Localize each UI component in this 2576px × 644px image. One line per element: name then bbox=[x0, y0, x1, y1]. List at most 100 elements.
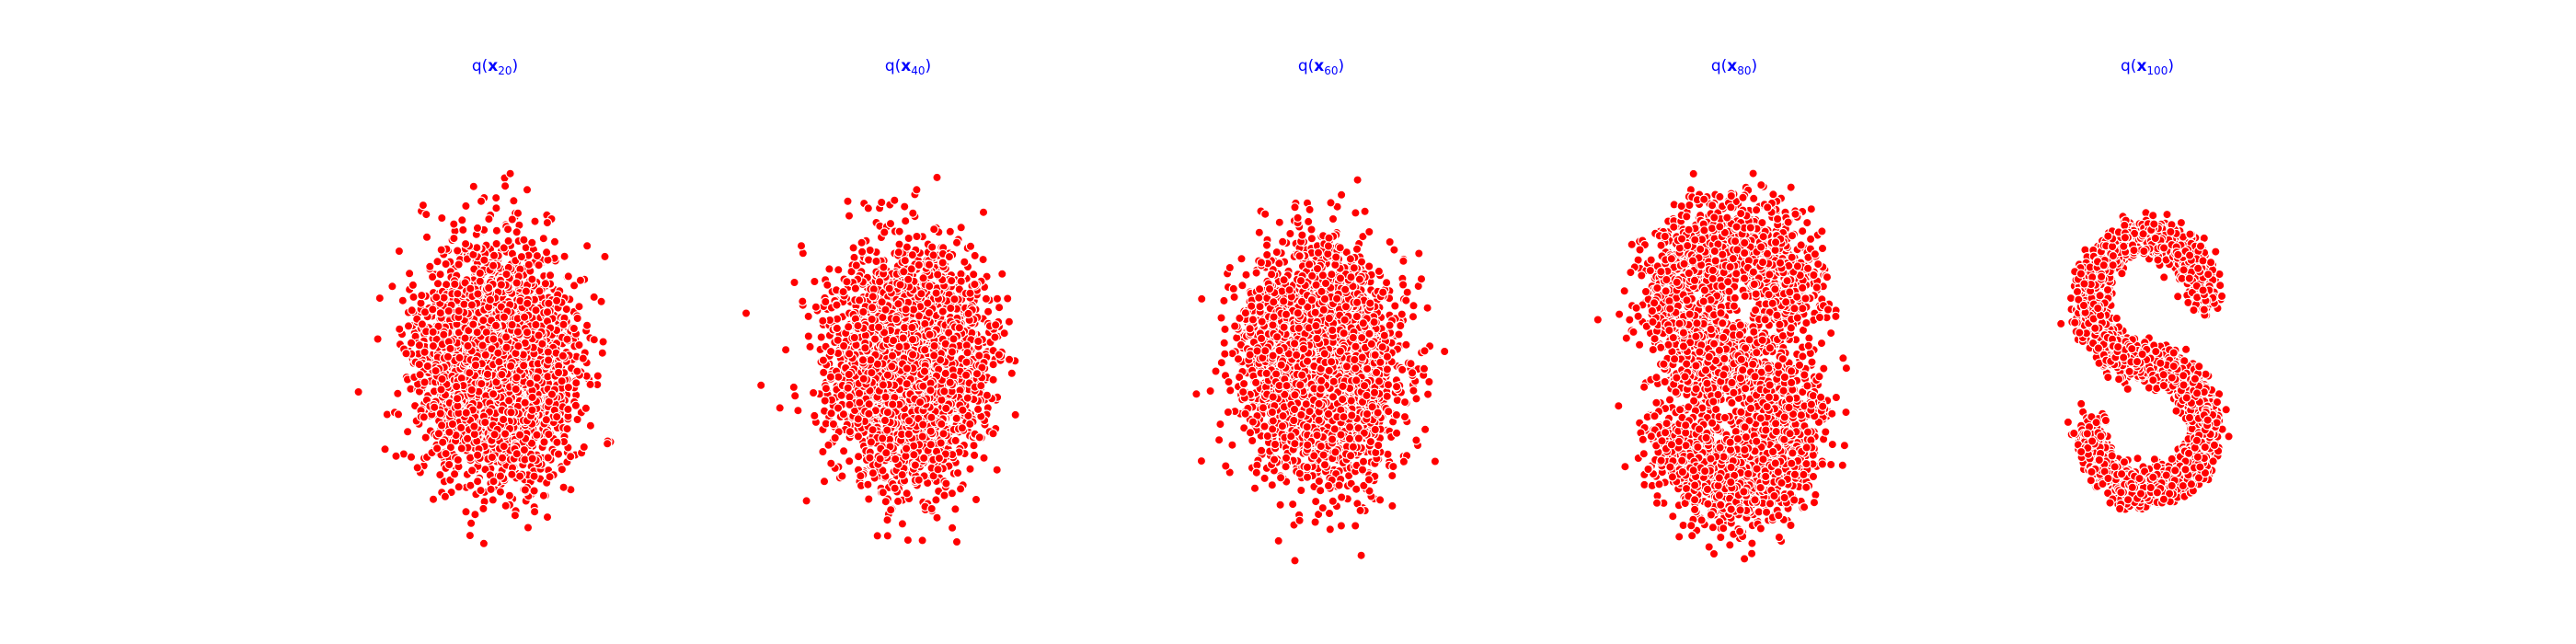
scatter-point bbox=[569, 324, 578, 332]
scatter-point bbox=[844, 197, 852, 205]
scatter-point bbox=[469, 320, 477, 328]
scatter-point bbox=[489, 496, 497, 504]
scatter-point bbox=[408, 306, 416, 315]
panel-title: q(x20) bbox=[472, 57, 518, 77]
scatter-point bbox=[466, 284, 475, 293]
scatter-point bbox=[573, 415, 581, 423]
scatter-point bbox=[473, 244, 481, 252]
scatter-point bbox=[501, 430, 510, 438]
scatter-point bbox=[545, 299, 553, 307]
scatter-point bbox=[979, 208, 987, 216]
scatter-point bbox=[476, 277, 484, 285]
scatter-point bbox=[512, 374, 521, 382]
scatter-point bbox=[432, 293, 441, 302]
scatter-point bbox=[952, 537, 960, 546]
scatter-point bbox=[441, 492, 449, 500]
scatter-point bbox=[949, 523, 957, 532]
scatter-point bbox=[1004, 294, 1012, 303]
scatter-point bbox=[510, 197, 518, 205]
scatter-point bbox=[392, 452, 400, 460]
scatter-point bbox=[429, 272, 437, 281]
scatter-point bbox=[579, 354, 587, 362]
scatter-point bbox=[523, 299, 532, 307]
scatter-point bbox=[506, 169, 514, 178]
scatter-point bbox=[394, 410, 402, 419]
scatter-point bbox=[558, 377, 566, 385]
scatter-point bbox=[487, 485, 495, 493]
scatter-point bbox=[440, 293, 448, 302]
scatter-point bbox=[457, 423, 466, 431]
scatter-point bbox=[528, 275, 536, 283]
scatter-point bbox=[395, 247, 403, 255]
scatter-point bbox=[599, 338, 607, 346]
scatter-point bbox=[517, 253, 525, 261]
scatter-point bbox=[407, 339, 415, 347]
scatter-point bbox=[466, 519, 475, 527]
scatter-point bbox=[418, 292, 426, 300]
scatter-point bbox=[479, 539, 488, 547]
scatter-point bbox=[528, 454, 536, 463]
scatter-point bbox=[429, 495, 437, 503]
scatter-point bbox=[416, 371, 424, 379]
scatter-point bbox=[573, 367, 581, 375]
scatter-point bbox=[535, 287, 544, 295]
scatter-point bbox=[971, 451, 979, 459]
scatter-point bbox=[563, 425, 571, 433]
scatter-point bbox=[453, 383, 461, 391]
scatter-point bbox=[462, 240, 470, 248]
scatter-point bbox=[462, 508, 470, 516]
scatter-point bbox=[502, 343, 511, 351]
scatter-point bbox=[535, 331, 543, 339]
scatter-point bbox=[422, 233, 431, 241]
scatter-point bbox=[462, 408, 470, 417]
scatter-point bbox=[486, 295, 494, 304]
scatter-point bbox=[488, 453, 496, 461]
scatter-point bbox=[794, 407, 802, 415]
scatter-point bbox=[495, 358, 503, 366]
scatter-point bbox=[434, 430, 443, 438]
scatter-point bbox=[496, 488, 504, 496]
scatter-point bbox=[573, 314, 581, 322]
scatter-point bbox=[454, 247, 462, 255]
scatter-point bbox=[804, 332, 812, 340]
scatter-point bbox=[438, 374, 446, 383]
scatter-point bbox=[420, 378, 429, 386]
scatter-point bbox=[855, 453, 863, 461]
scatter-point bbox=[481, 419, 489, 427]
scatter-point bbox=[547, 390, 556, 398]
scatter-point bbox=[470, 430, 478, 438]
scatter-point bbox=[545, 431, 553, 439]
scatter-point bbox=[576, 276, 584, 284]
scatter-point bbox=[559, 320, 568, 328]
scatter-point bbox=[459, 225, 467, 234]
scatter-point bbox=[546, 271, 555, 280]
scatter-point bbox=[454, 483, 463, 491]
scatter-point bbox=[957, 224, 965, 232]
scatter-point bbox=[989, 361, 997, 369]
scatter-point bbox=[598, 349, 606, 357]
scatter-point bbox=[445, 460, 454, 468]
scatter-point bbox=[580, 443, 588, 451]
scatter-point bbox=[590, 293, 598, 301]
scatter-point bbox=[374, 335, 382, 343]
scatter-point bbox=[535, 261, 543, 270]
scatter-point bbox=[560, 252, 569, 260]
scatter-point bbox=[485, 283, 493, 292]
scatter-point bbox=[448, 420, 456, 428]
scatter-point bbox=[514, 342, 523, 351]
scatter-point bbox=[555, 368, 563, 376]
scatter-point bbox=[421, 433, 430, 442]
scatter-point bbox=[444, 306, 453, 315]
scatter-point bbox=[904, 234, 913, 242]
scatter-point bbox=[477, 380, 486, 388]
scatter-point bbox=[436, 470, 444, 478]
scatter-point bbox=[476, 269, 484, 277]
scatter-point bbox=[522, 287, 530, 295]
scatter-point bbox=[508, 470, 516, 478]
scatter-point bbox=[993, 466, 1001, 474]
scatter-point bbox=[443, 352, 452, 361]
scatter-point bbox=[520, 362, 528, 370]
scatter-point bbox=[451, 280, 459, 288]
scatter-point bbox=[523, 186, 531, 194]
scatter-point bbox=[932, 496, 940, 504]
